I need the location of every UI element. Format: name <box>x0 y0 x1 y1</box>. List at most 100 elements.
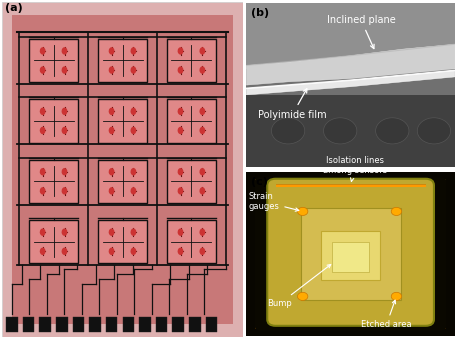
Circle shape <box>200 169 205 175</box>
Polygon shape <box>246 71 455 95</box>
Bar <box>246 95 455 167</box>
Circle shape <box>40 169 45 175</box>
Polygon shape <box>246 44 455 85</box>
Bar <box>29 220 78 263</box>
Circle shape <box>178 229 183 235</box>
Circle shape <box>376 118 409 144</box>
Bar <box>206 317 217 332</box>
Circle shape <box>109 229 114 235</box>
Circle shape <box>272 118 305 144</box>
Circle shape <box>109 248 114 254</box>
Circle shape <box>200 67 205 73</box>
Text: (b): (b) <box>251 8 269 18</box>
Circle shape <box>40 188 45 194</box>
Circle shape <box>131 188 136 194</box>
Circle shape <box>62 169 67 175</box>
Text: (a): (a) <box>5 3 22 13</box>
Circle shape <box>178 169 183 175</box>
Bar <box>139 317 151 332</box>
Circle shape <box>200 127 205 134</box>
Bar <box>300 208 401 300</box>
Bar <box>189 317 201 332</box>
Bar <box>123 317 134 332</box>
Circle shape <box>40 229 45 235</box>
Bar <box>6 317 18 332</box>
Bar <box>89 317 101 332</box>
Circle shape <box>200 248 205 254</box>
Text: Etched area: Etched area <box>361 300 412 330</box>
Circle shape <box>62 127 67 134</box>
Circle shape <box>109 188 114 194</box>
Circle shape <box>109 67 114 73</box>
Circle shape <box>62 248 67 254</box>
Text: (c): (c) <box>251 177 267 187</box>
Bar <box>246 3 455 85</box>
Circle shape <box>178 67 183 73</box>
Bar <box>39 317 51 332</box>
Circle shape <box>131 48 136 54</box>
Bar <box>29 39 78 82</box>
Circle shape <box>131 229 136 235</box>
Circle shape <box>297 292 308 300</box>
FancyBboxPatch shape <box>267 179 434 326</box>
Bar <box>276 185 425 187</box>
Bar <box>322 231 380 280</box>
Bar <box>56 317 68 332</box>
Bar <box>98 160 147 203</box>
Bar <box>29 160 78 203</box>
Circle shape <box>178 188 183 194</box>
Circle shape <box>62 188 67 194</box>
Bar <box>156 317 167 332</box>
Circle shape <box>40 108 45 114</box>
Circle shape <box>131 169 136 175</box>
Circle shape <box>62 67 67 73</box>
Bar <box>167 160 216 203</box>
Bar <box>98 39 147 82</box>
Circle shape <box>40 67 45 73</box>
Text: Strain
gauges: Strain gauges <box>249 192 299 211</box>
Circle shape <box>40 127 45 134</box>
Circle shape <box>200 229 205 235</box>
Circle shape <box>131 248 136 254</box>
Circle shape <box>109 108 114 114</box>
Circle shape <box>109 48 114 54</box>
Bar <box>29 99 78 143</box>
Circle shape <box>62 229 67 235</box>
Circle shape <box>391 292 402 300</box>
Text: Polyimide film: Polyimide film <box>258 89 327 120</box>
Circle shape <box>178 48 183 54</box>
Text: Bump: Bump <box>267 264 331 308</box>
Bar <box>23 317 34 332</box>
Bar <box>332 242 369 272</box>
Bar <box>73 317 84 332</box>
Circle shape <box>40 48 45 54</box>
Circle shape <box>200 48 205 54</box>
Circle shape <box>178 108 183 114</box>
Bar <box>98 220 147 263</box>
Bar <box>246 69 455 109</box>
Circle shape <box>297 207 308 216</box>
Circle shape <box>62 108 67 114</box>
Bar <box>167 220 216 263</box>
Circle shape <box>200 108 205 114</box>
Circle shape <box>131 127 136 134</box>
Circle shape <box>131 108 136 114</box>
Bar <box>173 317 184 332</box>
Circle shape <box>109 169 114 175</box>
Bar <box>276 184 425 187</box>
Circle shape <box>109 127 114 134</box>
Circle shape <box>62 48 67 54</box>
Circle shape <box>391 207 402 216</box>
Bar <box>167 99 216 143</box>
Text: Isolation lines
among sensors: Isolation lines among sensors <box>323 156 387 181</box>
Circle shape <box>178 127 183 134</box>
Circle shape <box>131 67 136 73</box>
Circle shape <box>200 188 205 194</box>
Text: Inclined plane: Inclined plane <box>327 15 395 48</box>
Circle shape <box>40 248 45 254</box>
Circle shape <box>417 118 451 144</box>
Bar <box>98 99 147 143</box>
Circle shape <box>323 118 357 144</box>
Circle shape <box>178 248 183 254</box>
Bar <box>106 317 117 332</box>
